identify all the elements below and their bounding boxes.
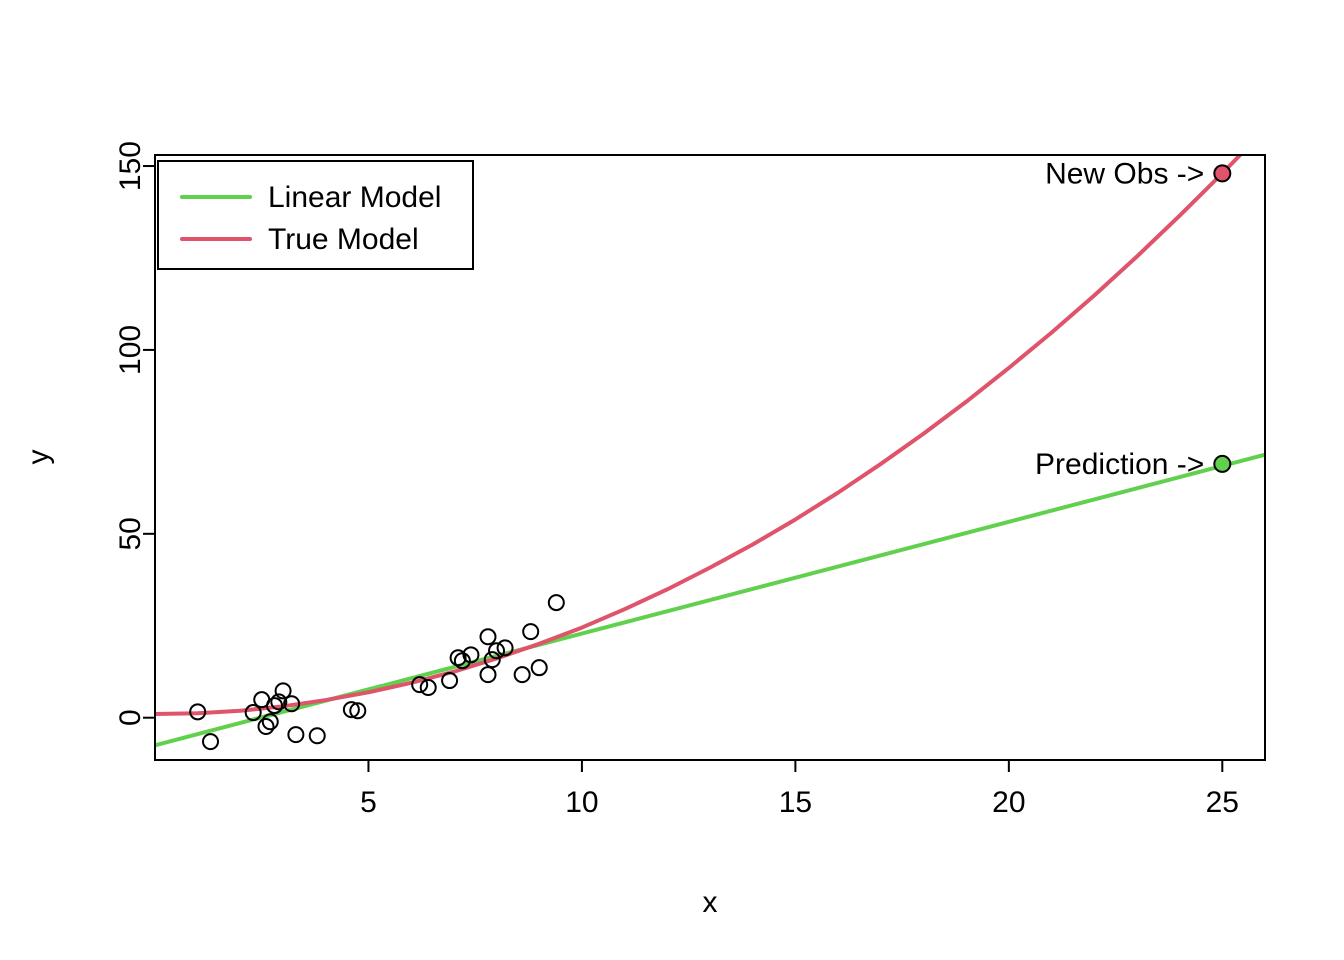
scatter-point bbox=[488, 642, 506, 660]
plot-border bbox=[154, 154, 1266, 761]
scatter-point bbox=[483, 651, 501, 669]
scatter-point bbox=[270, 693, 288, 711]
scatter-point bbox=[189, 703, 207, 721]
scatter-point bbox=[411, 676, 429, 694]
legend-label-true-model: True Model bbox=[268, 223, 419, 256]
true-model-curve bbox=[155, 155, 1243, 717]
scatter-point bbox=[349, 702, 367, 720]
scatter-point bbox=[479, 628, 497, 646]
scatter-point bbox=[449, 649, 467, 667]
scatter-point bbox=[496, 639, 514, 657]
scatter-point bbox=[244, 704, 262, 722]
scatter-point bbox=[547, 594, 565, 612]
x-axis-tick-label: 15 bbox=[779, 786, 812, 819]
scatter-point bbox=[462, 646, 480, 664]
x-axis-tick-label: 5 bbox=[360, 786, 377, 819]
x-axis-tick-label: 10 bbox=[565, 786, 598, 819]
x-axis-tick-label: 25 bbox=[1206, 786, 1239, 819]
legend-label-linear-model: Linear Model bbox=[268, 181, 441, 214]
legend-box bbox=[157, 160, 474, 270]
scatter-point bbox=[441, 672, 459, 690]
scatter-point bbox=[419, 679, 437, 697]
annotation-label-prediction: Prediction -> bbox=[1035, 448, 1204, 481]
scatter-point bbox=[202, 733, 219, 751]
scatter-point bbox=[308, 727, 326, 745]
scatter-point bbox=[453, 652, 471, 670]
y-axis-tick-label: 0 bbox=[114, 709, 147, 726]
scatter-point bbox=[266, 697, 284, 715]
scatter-point bbox=[283, 695, 301, 713]
scatter-point bbox=[530, 659, 548, 677]
scatter-point bbox=[261, 713, 279, 731]
annotation-point-prediction bbox=[1213, 454, 1232, 473]
annotation-label-new-obs: New Obs -> bbox=[1045, 157, 1204, 190]
scatter-point bbox=[522, 623, 540, 641]
scatter-point bbox=[257, 718, 275, 736]
scatter-point bbox=[513, 666, 531, 684]
annotation-point-new-obs bbox=[1213, 164, 1232, 183]
scatter-point bbox=[287, 726, 305, 744]
x-axis-tick-label: 20 bbox=[992, 786, 1025, 819]
scatter-point bbox=[342, 701, 360, 719]
y-axis-tick-label: 50 bbox=[114, 517, 147, 550]
y-axis-title: y bbox=[22, 450, 55, 465]
y-axis-tick-label: 150 bbox=[114, 141, 147, 191]
x-axis-title: x bbox=[703, 886, 718, 919]
scatter-point bbox=[479, 666, 497, 684]
scatter-point bbox=[274, 682, 292, 700]
y-axis-tick-label: 100 bbox=[114, 325, 147, 375]
